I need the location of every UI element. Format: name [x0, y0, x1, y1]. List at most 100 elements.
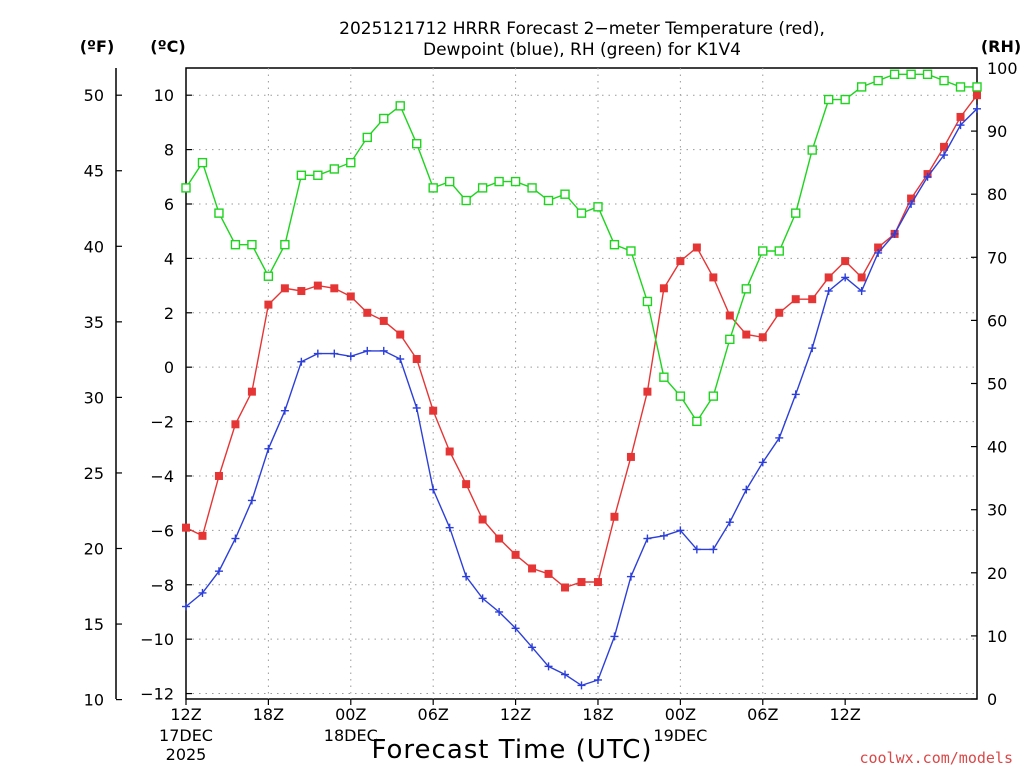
temperature-point [676, 257, 685, 266]
temperature-point [561, 583, 570, 592]
rh-point [758, 246, 768, 256]
fahrenheit-tick-label: 20 [84, 540, 104, 559]
dewpoint-point [709, 545, 718, 554]
dewpoint-point [346, 352, 355, 361]
dewpoint-point [659, 531, 668, 540]
rh-point [313, 170, 323, 180]
temperature-point [610, 512, 619, 521]
rh-point [807, 145, 817, 155]
rh-point [263, 271, 274, 281]
temperature-point [907, 194, 916, 203]
dewpoint-point [940, 151, 949, 160]
chart-title-line2: Dewpoint (blue), RH (green) for K1V4 [423, 40, 741, 60]
chart-title-line1: 2025121712 HRRR Forecast 2−meter Tempera… [339, 19, 825, 39]
fahrenheit-tick-label: 45 [84, 162, 104, 181]
fahrenheit-tick-label: 50 [84, 86, 104, 105]
rh-point [576, 208, 587, 218]
temperature-point [511, 550, 520, 559]
dewpoint-point [561, 670, 570, 679]
rh-tick-label: 70 [987, 248, 1007, 267]
dewpoint-point [214, 567, 223, 576]
plot-frame [185, 67, 978, 700]
temperature-point [742, 330, 751, 339]
dewpoint-line [185, 108, 978, 687]
dewpoint-point [874, 248, 883, 257]
x-axis-title: Forecast Time (UTC) [371, 735, 652, 765]
dewpoint-point [297, 357, 306, 366]
celsius-tick-label: −8 [150, 576, 174, 595]
dewpoint-point [396, 355, 405, 364]
rh-point [906, 69, 916, 80]
x-tick-label: 06Z [747, 705, 778, 724]
temperature-point [363, 308, 372, 317]
rh-point [346, 157, 356, 168]
dewpoint-point [742, 485, 751, 494]
celsius-tick-label: −12 [140, 685, 174, 704]
dewpoint-point [923, 172, 932, 181]
dewpoint-point [824, 287, 833, 296]
rh-tick-label: 40 [987, 438, 1007, 457]
rh-unit-label: (RH) [981, 37, 1021, 56]
dewpoint-point [462, 572, 471, 581]
rh-tick-label: 60 [987, 311, 1007, 330]
rh-point [230, 239, 241, 250]
temperature-point [577, 578, 586, 587]
temperature-point [940, 142, 949, 151]
rh-tick-label: 20 [987, 564, 1007, 583]
grid-layer [186, 68, 977, 699]
x-tick-label: 00Z [665, 705, 696, 724]
x-tick-year: 2025 [166, 745, 207, 764]
x-tick-date: 18DEC [324, 726, 378, 745]
rh-point [609, 239, 620, 250]
rh-point [675, 391, 686, 401]
rh-point [329, 164, 340, 174]
rh-point [791, 208, 801, 218]
rh-line [185, 73, 977, 423]
temperature-point [544, 569, 553, 578]
rh-point [626, 246, 636, 256]
temperature-point [709, 273, 718, 282]
rh-point [642, 296, 653, 307]
celsius-tick-label: −10 [140, 630, 174, 649]
x-tick-label: 12Z [830, 705, 861, 724]
rh-point [889, 69, 900, 80]
rh-tick-label: 80 [987, 185, 1007, 204]
temperature-point [725, 311, 734, 320]
x-tick-label: 06Z [418, 705, 449, 724]
celsius-tick-label: 10 [154, 86, 174, 105]
celsius-unit-label: (ºC) [150, 37, 185, 56]
celsius-tick-label: 4 [164, 249, 174, 268]
dewpoint-point [412, 403, 421, 412]
celsius-tick-label: −6 [150, 521, 174, 540]
temperature-point [330, 284, 339, 293]
dewpoint-point [907, 199, 916, 208]
dewpoint-point [363, 346, 372, 355]
dewpoint-point [495, 607, 504, 616]
rh-point [823, 94, 834, 105]
credit-link[interactable]: coolwx.com/models [859, 749, 1013, 767]
dewpoint-point [429, 485, 438, 494]
temperature-point [462, 480, 471, 489]
temperature-point [478, 515, 487, 524]
temperature-point [445, 447, 454, 456]
dewpoint-point [841, 273, 850, 282]
dewpoint-point [956, 121, 965, 130]
rh-point [214, 208, 224, 218]
temperature-point [313, 281, 322, 290]
temperature-point [280, 284, 289, 293]
x-tick-date: 17DEC [159, 726, 213, 745]
dewpoint-point [791, 390, 800, 399]
temperature-point [973, 91, 981, 100]
dewpoint-point [610, 632, 619, 641]
rh-tick-label: 0 [987, 690, 997, 709]
temperature-point [379, 316, 388, 325]
rh-point [560, 189, 570, 199]
rh-point [774, 246, 784, 256]
dewpoint-point [593, 675, 602, 684]
temperature-point [264, 300, 273, 309]
temperature-point [626, 452, 635, 461]
rh-point [527, 183, 537, 193]
dewpoint-point [890, 229, 899, 238]
